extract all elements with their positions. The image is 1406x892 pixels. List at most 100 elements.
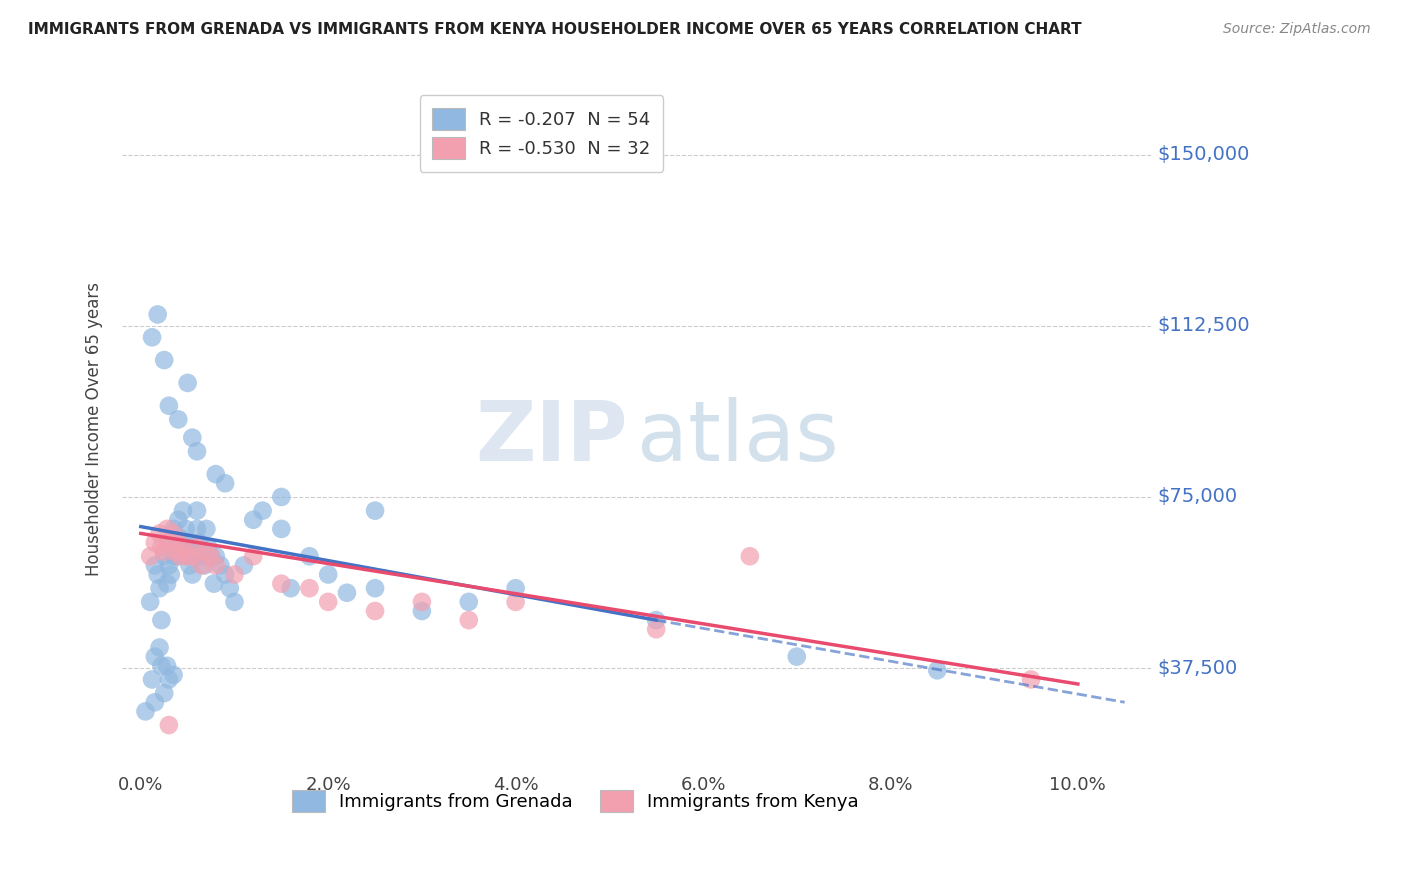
Point xyxy=(186,503,208,517)
Y-axis label: Householder Income Over 65 years: Householder Income Over 65 years xyxy=(86,282,103,575)
Point xyxy=(280,581,302,595)
Legend: Immigrants from Grenada, Immigrants from Kenya: Immigrants from Grenada, Immigrants from… xyxy=(281,780,869,823)
Point xyxy=(143,558,166,573)
Text: atlas: atlas xyxy=(637,397,839,478)
Text: $112,500: $112,500 xyxy=(1157,317,1250,335)
Point xyxy=(242,513,264,527)
Point xyxy=(143,695,166,709)
Point xyxy=(187,535,209,549)
Point xyxy=(148,640,170,655)
Point xyxy=(156,658,179,673)
Point xyxy=(214,476,236,491)
Point xyxy=(457,613,479,627)
Point xyxy=(176,535,198,549)
Point xyxy=(139,595,162,609)
Point xyxy=(232,558,254,573)
Point xyxy=(148,526,170,541)
Point xyxy=(157,399,180,413)
Point xyxy=(204,467,226,482)
Point xyxy=(157,558,180,573)
Point xyxy=(214,567,236,582)
Point xyxy=(157,718,180,732)
Point xyxy=(176,376,198,390)
Point xyxy=(143,649,166,664)
Point xyxy=(146,567,169,582)
Point xyxy=(157,535,180,549)
Point xyxy=(193,558,215,573)
Point xyxy=(298,581,321,595)
Point xyxy=(162,668,184,682)
Point xyxy=(167,535,190,549)
Point xyxy=(162,522,184,536)
Point xyxy=(204,558,226,573)
Point xyxy=(148,581,170,595)
Point xyxy=(167,513,190,527)
Point xyxy=(411,604,433,618)
Point xyxy=(190,558,212,573)
Point xyxy=(150,540,173,554)
Point xyxy=(153,353,176,368)
Point xyxy=(169,549,191,564)
Point xyxy=(150,658,173,673)
Point xyxy=(150,613,173,627)
Point xyxy=(181,540,204,554)
Point xyxy=(184,549,207,564)
Point xyxy=(224,595,246,609)
Point xyxy=(176,549,198,564)
Point xyxy=(190,549,212,564)
Point xyxy=(165,540,187,554)
Point xyxy=(645,622,668,636)
Point xyxy=(181,567,204,582)
Text: Source: ZipAtlas.com: Source: ZipAtlas.com xyxy=(1223,22,1371,37)
Text: $150,000: $150,000 xyxy=(1157,145,1250,164)
Point xyxy=(165,545,187,559)
Point xyxy=(298,549,321,564)
Point xyxy=(181,431,204,445)
Text: ZIP: ZIP xyxy=(475,397,628,478)
Point xyxy=(457,595,479,609)
Point xyxy=(197,540,219,554)
Text: $37,500: $37,500 xyxy=(1157,658,1237,678)
Point xyxy=(153,549,176,564)
Point xyxy=(176,549,198,564)
Point xyxy=(157,673,180,687)
Point xyxy=(174,522,197,536)
Point xyxy=(252,503,274,517)
Point xyxy=(505,581,527,595)
Point xyxy=(316,595,339,609)
Point xyxy=(134,705,156,719)
Point xyxy=(143,535,166,549)
Point xyxy=(141,330,163,344)
Point xyxy=(195,522,218,536)
Point xyxy=(156,522,179,536)
Point xyxy=(200,549,222,564)
Point xyxy=(172,540,194,554)
Point xyxy=(156,576,179,591)
Point xyxy=(172,503,194,517)
Point xyxy=(159,567,181,582)
Point xyxy=(364,503,387,517)
Point xyxy=(645,613,668,627)
Point xyxy=(167,549,190,564)
Point xyxy=(242,549,264,564)
Point xyxy=(186,522,208,536)
Point xyxy=(186,540,208,554)
Point xyxy=(1019,673,1042,687)
Point xyxy=(316,567,339,582)
Point xyxy=(204,549,226,564)
Point xyxy=(786,649,808,664)
Point xyxy=(153,686,176,700)
Point xyxy=(172,540,194,554)
Point xyxy=(200,549,222,564)
Point xyxy=(364,581,387,595)
Point xyxy=(411,595,433,609)
Point xyxy=(157,535,180,549)
Point xyxy=(186,444,208,458)
Point xyxy=(224,567,246,582)
Point xyxy=(270,522,292,536)
Point xyxy=(162,526,184,541)
Point xyxy=(927,663,949,677)
Text: $75,000: $75,000 xyxy=(1157,487,1237,507)
Point xyxy=(195,545,218,559)
Point xyxy=(179,558,201,573)
